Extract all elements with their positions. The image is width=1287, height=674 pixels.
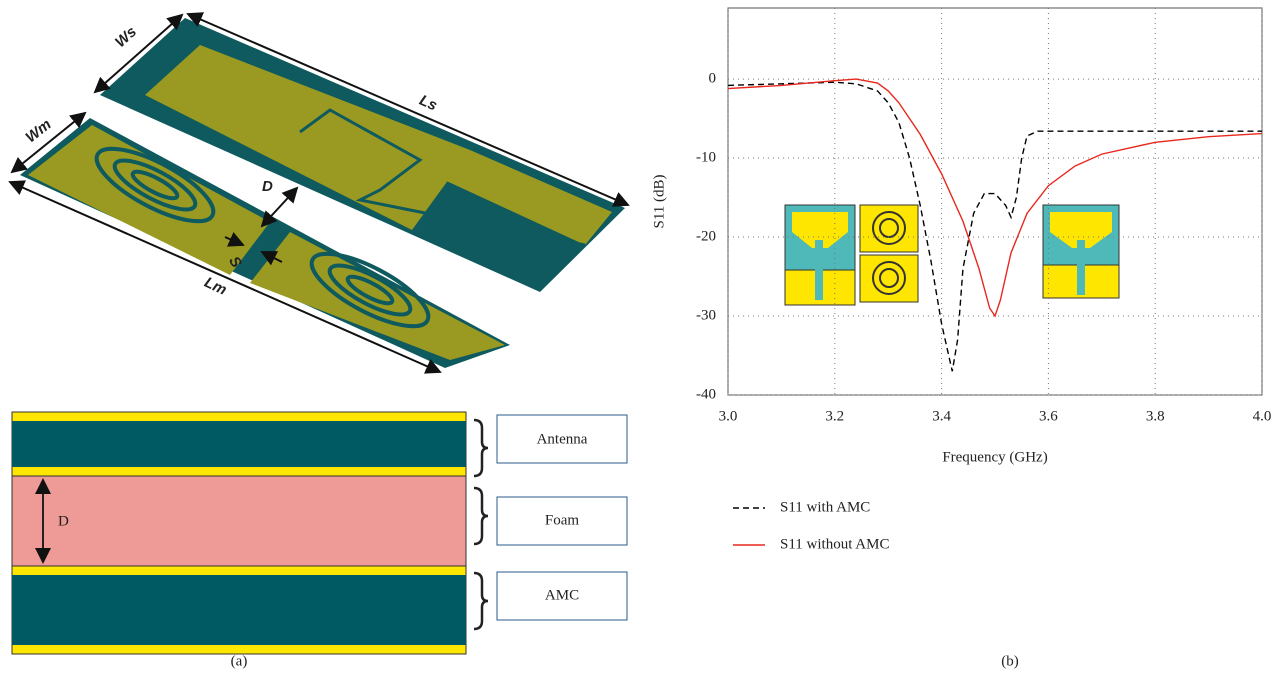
y-tick-label: -40 bbox=[696, 386, 716, 402]
top-view: Ws Ls Wm D S Lm bbox=[10, 14, 628, 372]
x-tick-label: 3.2 bbox=[825, 408, 844, 424]
stack: D Antenna Foam AMC (a) bbox=[12, 412, 627, 669]
layer-label: Foam bbox=[545, 512, 580, 528]
y-axis-label: S11 (dB) bbox=[651, 174, 667, 228]
x-tick-label: 3.8 bbox=[1146, 408, 1165, 424]
dim-label: Ws bbox=[112, 23, 140, 51]
x-axis-label: Frequency (GHz) bbox=[942, 449, 1047, 465]
inset-icons bbox=[785, 205, 1119, 305]
layer-label: AMC bbox=[545, 587, 579, 603]
y-tick-label: -30 bbox=[696, 307, 716, 323]
figure: Ws Ls Wm D S Lm D Antenna Foam AMC (a) 3… bbox=[0, 0, 1287, 669]
braces bbox=[474, 420, 488, 629]
foam-layer bbox=[12, 476, 466, 566]
y-tick-label: -10 bbox=[696, 149, 716, 165]
layer bbox=[12, 575, 466, 645]
x-tick-label: 3.4 bbox=[932, 408, 951, 424]
legend-label: S11 with AMC bbox=[780, 499, 870, 515]
layer-label: Antenna bbox=[537, 431, 588, 447]
y-tick-label: 0 bbox=[709, 71, 717, 87]
x-tick-label: 3.0 bbox=[719, 408, 738, 424]
plot bbox=[728, 8, 1262, 395]
x-tick-label: 4.0 bbox=[1253, 408, 1272, 424]
caption: (a) bbox=[231, 653, 248, 669]
caption: (b) bbox=[1001, 653, 1019, 669]
dim-label: Ls bbox=[417, 92, 440, 115]
x-tick-label: 3.6 bbox=[1039, 408, 1058, 424]
layer bbox=[12, 421, 466, 467]
dim-label: D bbox=[262, 178, 273, 195]
plot-frame bbox=[728, 8, 1262, 395]
legend-label: S11 without AMC bbox=[780, 536, 889, 552]
y-tick-label: -20 bbox=[696, 228, 716, 244]
d-label: D bbox=[58, 513, 69, 529]
